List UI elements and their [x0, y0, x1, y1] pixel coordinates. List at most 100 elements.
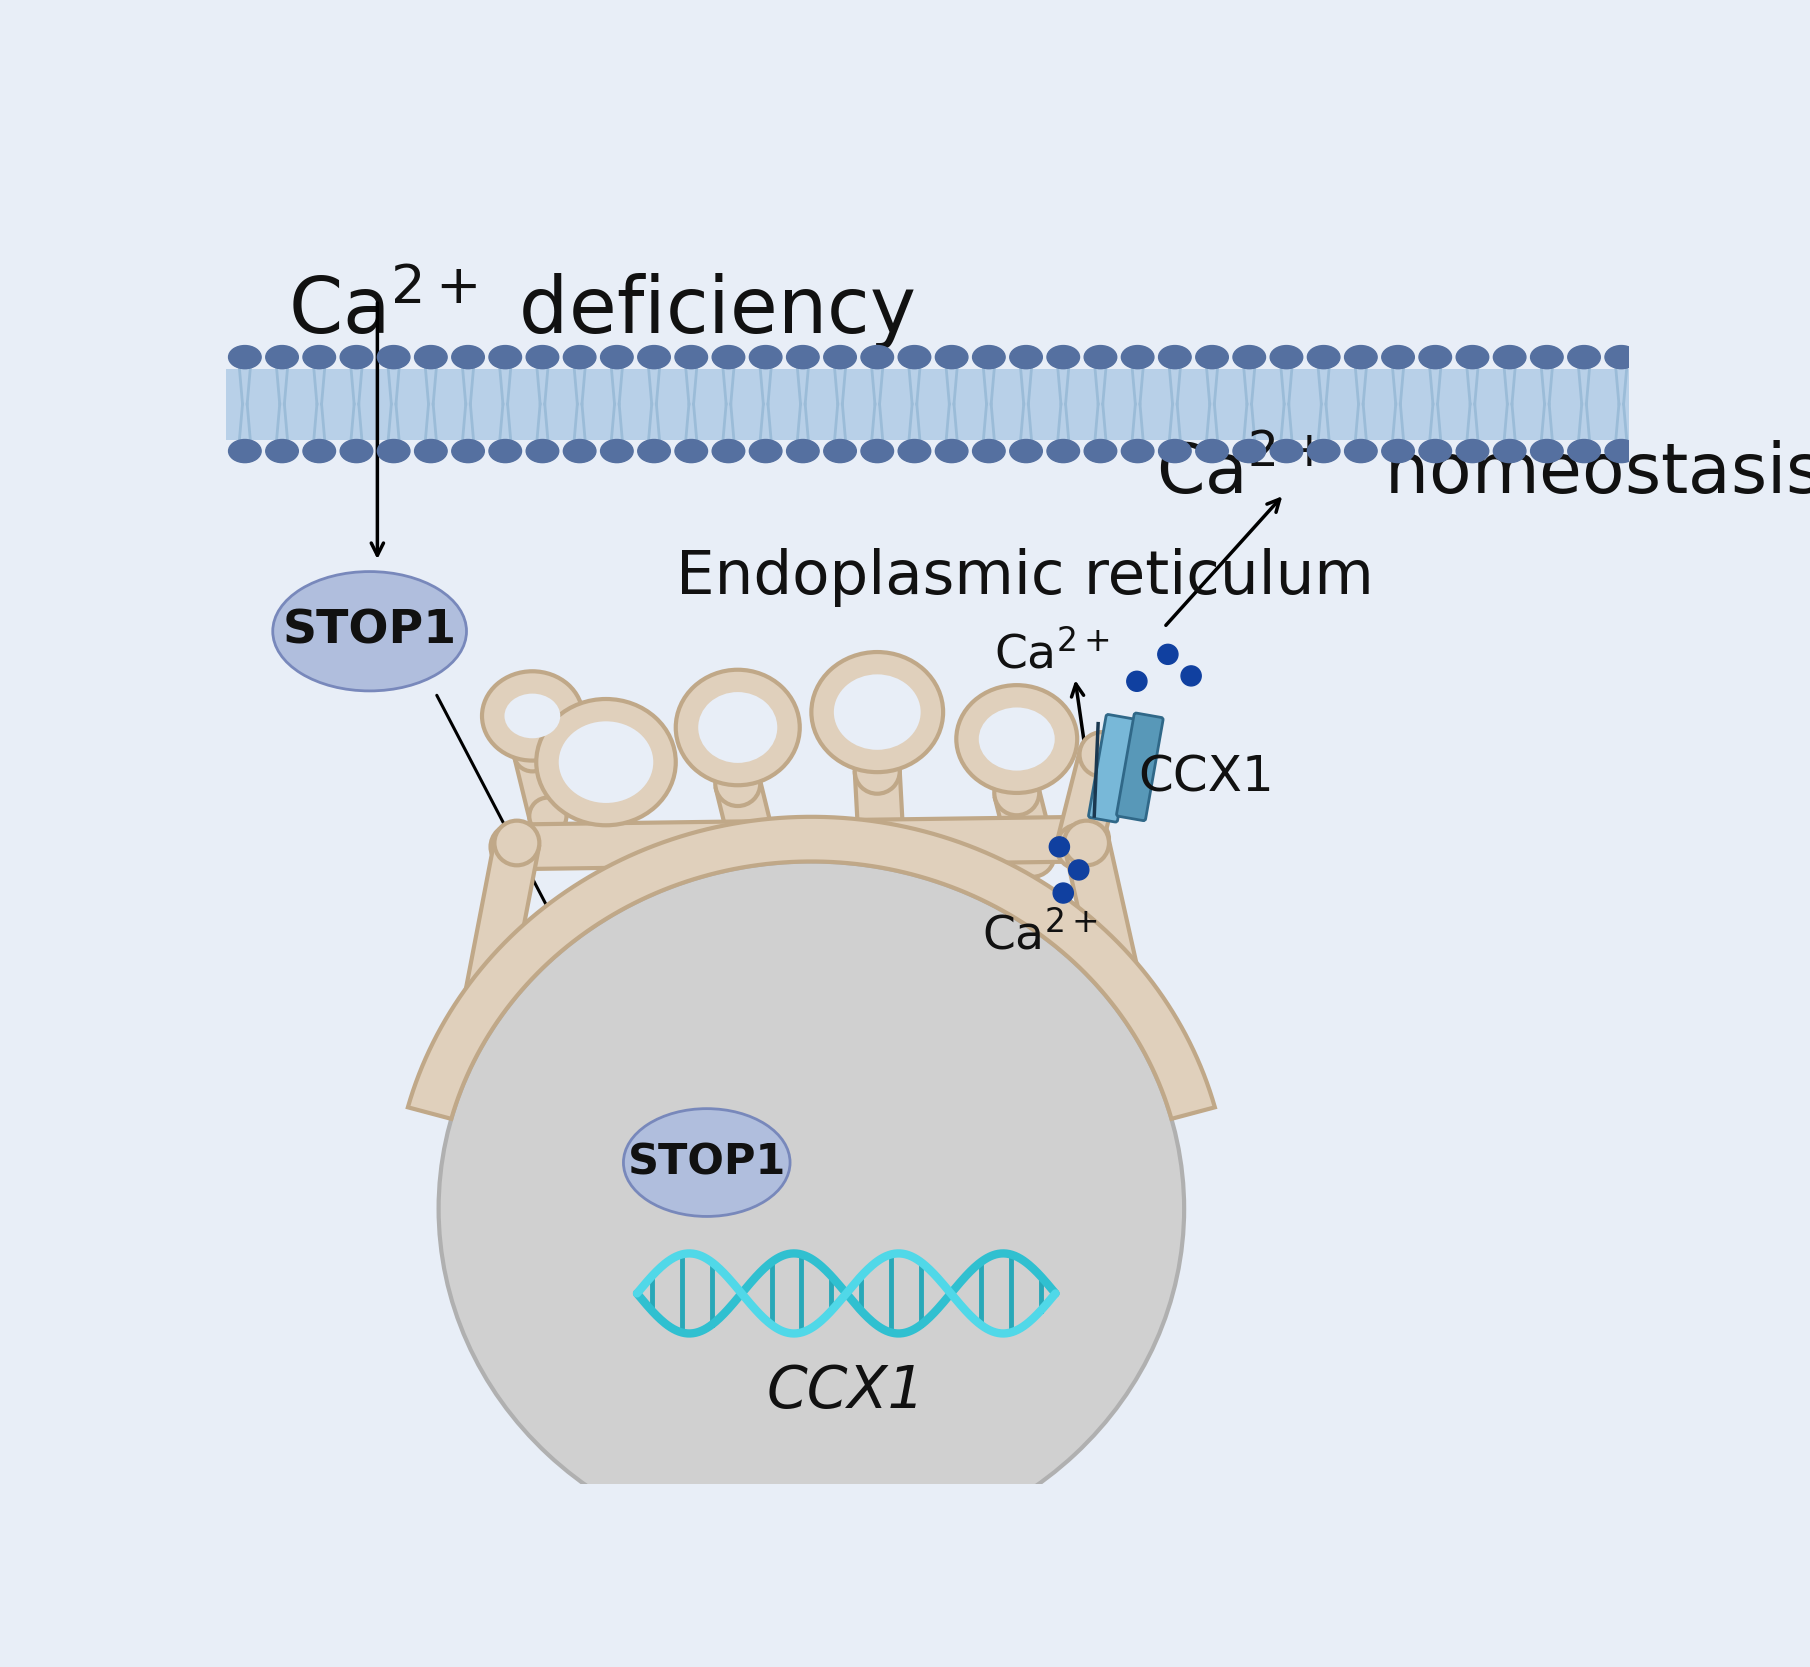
- Ellipse shape: [481, 672, 583, 760]
- Ellipse shape: [862, 345, 894, 368]
- Ellipse shape: [749, 345, 782, 368]
- Ellipse shape: [376, 440, 409, 463]
- Ellipse shape: [1084, 345, 1117, 368]
- Ellipse shape: [561, 1105, 597, 1142]
- Ellipse shape: [489, 345, 521, 368]
- Text: CCX1: CCX1: [1138, 753, 1274, 802]
- Polygon shape: [561, 1012, 628, 1129]
- Ellipse shape: [1457, 440, 1490, 463]
- Polygon shape: [407, 817, 1215, 1119]
- Ellipse shape: [1605, 345, 1638, 368]
- Ellipse shape: [1046, 345, 1079, 368]
- FancyBboxPatch shape: [1117, 713, 1164, 820]
- Ellipse shape: [972, 440, 1005, 463]
- Ellipse shape: [834, 675, 921, 750]
- Polygon shape: [854, 770, 903, 844]
- Ellipse shape: [527, 440, 559, 463]
- Ellipse shape: [811, 652, 943, 772]
- Ellipse shape: [414, 440, 447, 463]
- Polygon shape: [586, 813, 650, 880]
- Ellipse shape: [340, 345, 373, 368]
- Ellipse shape: [1057, 825, 1100, 869]
- Ellipse shape: [1457, 345, 1490, 368]
- Ellipse shape: [1046, 440, 1079, 463]
- Ellipse shape: [1419, 440, 1452, 463]
- Ellipse shape: [936, 345, 968, 368]
- Ellipse shape: [749, 440, 782, 463]
- Ellipse shape: [414, 345, 447, 368]
- Circle shape: [1053, 884, 1073, 904]
- Circle shape: [1050, 837, 1070, 857]
- Ellipse shape: [1064, 817, 1110, 862]
- Ellipse shape: [460, 1002, 505, 1047]
- Ellipse shape: [1102, 994, 1148, 1039]
- Polygon shape: [514, 748, 567, 820]
- Ellipse shape: [711, 440, 744, 463]
- Ellipse shape: [1158, 345, 1191, 368]
- Ellipse shape: [529, 797, 567, 835]
- Ellipse shape: [228, 345, 261, 368]
- Ellipse shape: [1307, 440, 1339, 463]
- Ellipse shape: [1196, 345, 1229, 368]
- Ellipse shape: [1010, 440, 1043, 463]
- Text: Ca$^{2+}$  homeostasis: Ca$^{2+}$ homeostasis: [1157, 440, 1810, 507]
- Ellipse shape: [994, 770, 1039, 815]
- Ellipse shape: [637, 345, 670, 368]
- Ellipse shape: [623, 1109, 789, 1217]
- Polygon shape: [1064, 839, 1148, 1022]
- Ellipse shape: [858, 820, 903, 865]
- Ellipse shape: [1567, 440, 1600, 463]
- Text: STOP1: STOP1: [282, 608, 456, 653]
- Circle shape: [1158, 645, 1178, 665]
- Text: Endoplasmic reticulum: Endoplasmic reticulum: [675, 548, 1374, 607]
- Ellipse shape: [796, 1105, 834, 1142]
- Ellipse shape: [699, 692, 776, 763]
- Text: Ca$^{2+}$ deficiency: Ca$^{2+}$ deficiency: [288, 262, 916, 352]
- Polygon shape: [717, 778, 775, 852]
- Ellipse shape: [862, 440, 894, 463]
- Ellipse shape: [1064, 820, 1110, 865]
- Ellipse shape: [452, 440, 485, 463]
- Ellipse shape: [1345, 440, 1377, 463]
- Ellipse shape: [563, 345, 595, 368]
- Ellipse shape: [1084, 440, 1117, 463]
- Ellipse shape: [854, 748, 900, 793]
- Ellipse shape: [489, 440, 521, 463]
- Ellipse shape: [1196, 440, 1229, 463]
- Ellipse shape: [1605, 440, 1638, 463]
- Ellipse shape: [956, 685, 1077, 793]
- Ellipse shape: [1567, 345, 1600, 368]
- Circle shape: [1128, 672, 1148, 692]
- Ellipse shape: [1419, 345, 1452, 368]
- Polygon shape: [796, 1017, 834, 1124]
- FancyBboxPatch shape: [1088, 715, 1135, 822]
- Ellipse shape: [1531, 440, 1564, 463]
- Polygon shape: [1057, 748, 1124, 852]
- Ellipse shape: [273, 572, 467, 690]
- Polygon shape: [996, 787, 1053, 860]
- Ellipse shape: [1271, 440, 1303, 463]
- Ellipse shape: [592, 999, 628, 1035]
- Polygon shape: [512, 817, 1086, 869]
- Ellipse shape: [715, 762, 760, 807]
- Ellipse shape: [898, 345, 930, 368]
- Ellipse shape: [824, 440, 856, 463]
- Ellipse shape: [711, 345, 744, 368]
- Ellipse shape: [1271, 345, 1303, 368]
- Ellipse shape: [1381, 440, 1414, 463]
- Circle shape: [1182, 665, 1202, 685]
- Ellipse shape: [675, 440, 708, 463]
- Ellipse shape: [1158, 440, 1191, 463]
- Ellipse shape: [787, 440, 820, 463]
- Ellipse shape: [1233, 440, 1265, 463]
- Ellipse shape: [1307, 345, 1339, 368]
- Ellipse shape: [1010, 345, 1043, 368]
- Ellipse shape: [583, 802, 628, 847]
- Ellipse shape: [302, 440, 335, 463]
- Ellipse shape: [1233, 345, 1265, 368]
- Ellipse shape: [787, 345, 820, 368]
- Ellipse shape: [1102, 994, 1148, 1039]
- Ellipse shape: [302, 345, 335, 368]
- Polygon shape: [481, 994, 1126, 1047]
- Ellipse shape: [1493, 440, 1526, 463]
